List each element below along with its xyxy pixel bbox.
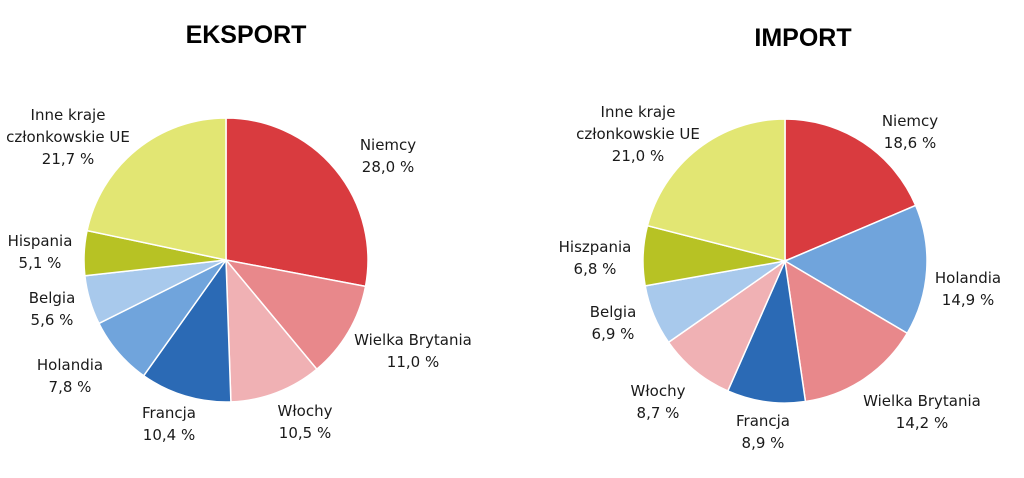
- export-name-wielka-brytania: Wielka Brytania: [354, 331, 472, 349]
- export-name-belgia: Belgia: [29, 289, 76, 307]
- import-pie: Niemcy 18,6 % Holandia 14,9 % Wielka Brytani…: [559, 103, 1001, 452]
- import-label-holandia: Holandia 14,9 %: [935, 269, 1001, 309]
- export-slice-inne-kraje-czlonkowskie-ue: [86, 117, 227, 261]
- import-label-wielka-brytania: Wielka Brytania 14,2 %: [863, 392, 981, 432]
- export-label-holandia: Holandia 7,8 %: [37, 356, 103, 396]
- import-name-wlochy: Włochy: [631, 382, 686, 400]
- export-value-holandia: 7,8 %: [49, 378, 92, 396]
- export-value-niemcy: 28,0 %: [362, 158, 414, 176]
- export-chart-title: EKSPORT: [186, 21, 307, 49]
- export-name-hispania: Hispania: [8, 232, 73, 250]
- export-value-wlochy: 10,5 %: [279, 424, 331, 442]
- import-label-francja: Francja 8,9 %: [736, 412, 790, 452]
- import-chart-title: IMPORT: [754, 24, 851, 52]
- import-slice-inne-kraje-czlonkowskie-ue: [646, 118, 786, 262]
- import-value-wlochy: 8,7 %: [637, 404, 680, 422]
- import-name-hiszpania: Hiszpania: [559, 238, 632, 256]
- import-value-belgia: 6,9 %: [592, 325, 635, 343]
- import-name-niemcy: Niemcy: [882, 112, 938, 130]
- import-value-inne-kraje-czlonkowskie-ue: 21,0 %: [612, 147, 664, 165]
- export-name-inne-kraje-czlonkowskie-ue: członkowskie UE: [6, 128, 130, 146]
- export-slice-francja: [142, 257, 232, 403]
- import-slice-holandia: [783, 204, 928, 335]
- export-value-belgia: 5,6 %: [31, 311, 74, 329]
- export-value-francja: 10,4 %: [143, 426, 195, 444]
- export-label-wlochy: Włochy 10,5 %: [278, 402, 333, 442]
- import-name-holandia: Holandia: [935, 269, 1001, 287]
- export-name-inne-kraje-czlonkowskie-ue: Inne kraje: [31, 106, 106, 124]
- import-label-hiszpania: Hiszpania 6,8 %: [559, 238, 632, 278]
- export-value-hispania: 5,1 %: [19, 254, 62, 272]
- export-slice-wlochy: [225, 257, 318, 403]
- import-label-belgia: Belgia 6,9 %: [590, 303, 637, 343]
- export-label-hispania: Hispania 5,1 %: [8, 232, 73, 272]
- import-label-niemcy: Niemcy 18,6 %: [882, 112, 938, 152]
- import-name-inne-kraje-czlonkowskie-ue: Inne kraje: [601, 103, 676, 121]
- export-name-wlochy: Włochy: [278, 402, 333, 420]
- import-value-niemcy: 18,6 %: [884, 134, 936, 152]
- export-value-inne-kraje-czlonkowskie-ue: 21,7 %: [42, 150, 94, 168]
- export-label-inne-kraje-czlonkowskie-ue: Inne kraje członkowskie UE 21,7 %: [6, 106, 130, 168]
- import-name-inne-kraje-czlonkowskie-ue: członkowskie UE: [576, 125, 700, 143]
- export-name-niemcy: Niemcy: [360, 136, 416, 154]
- export-label-wielka-brytania: Wielka Brytania 11,0 %: [354, 331, 472, 371]
- import-value-holandia: 14,9 %: [942, 291, 994, 309]
- import-value-wielka-brytania: 14,2 %: [896, 414, 948, 432]
- export-label-belgia: Belgia 5,6 %: [29, 289, 76, 329]
- export-slice-wielka-brytania: [224, 258, 367, 371]
- import-name-wielka-brytania: Wielka Brytania: [863, 392, 981, 410]
- export-label-niemcy: Niemcy 28,0 %: [360, 136, 416, 176]
- export-slice-niemcy: [225, 117, 369, 288]
- import-name-francja: Francja: [736, 412, 790, 430]
- export-label-francja: Francja 10,4 %: [142, 404, 196, 444]
- import-name-belgia: Belgia: [590, 303, 637, 321]
- export-pie: Niemcy 28,0 % Wielka Brytania 11,0 % Włochy 1…: [6, 106, 472, 444]
- import-value-francja: 8,9 %: [742, 434, 785, 452]
- import-slice-wielka-brytania: [784, 259, 909, 403]
- export-name-francja: Francja: [142, 404, 196, 422]
- export-name-holandia: Holandia: [37, 356, 103, 374]
- import-slice-niemcy: [784, 118, 917, 263]
- import-label-inne-kraje-czlonkowskie-ue: Inne kraje członkowskie UE 21,0 %: [576, 103, 700, 165]
- import-value-hiszpania: 6,8 %: [574, 260, 617, 278]
- import-label-wlochy: Włochy 8,7 %: [631, 382, 686, 422]
- export-value-wielka-brytania: 11,0 %: [387, 353, 439, 371]
